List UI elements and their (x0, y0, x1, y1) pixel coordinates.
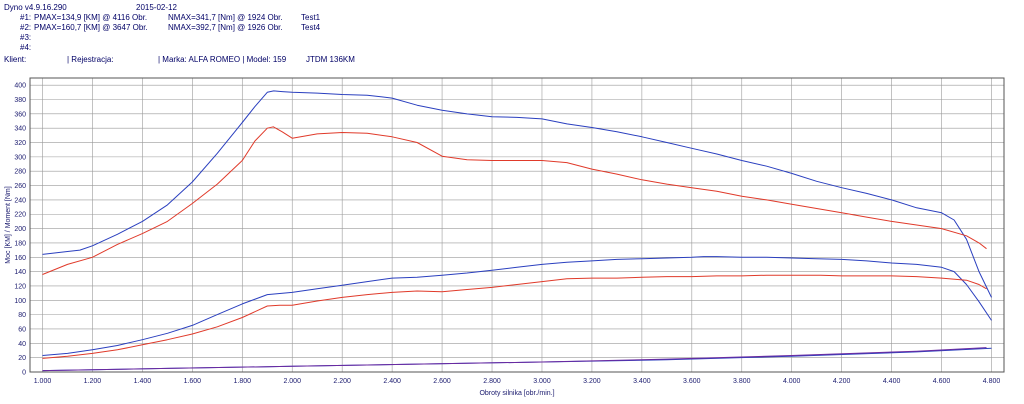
run-2-pmax: PMAX=160,7 [KM] @ 3647 Obr. (34, 23, 148, 32)
y-tick-label: 160 (14, 255, 26, 262)
series-loss-test1-line (42, 347, 987, 372)
x-tick-label: 3.800 (733, 378, 751, 385)
run-1-nmax: NMAX=341,7 [Nm] @ 1924 Obr. (168, 13, 283, 22)
x-tick-label: 2.000 (283, 378, 301, 385)
series-loss-test4-line (42, 347, 992, 372)
x-tick-label: 1.800 (234, 378, 252, 385)
x-tick-label: 2.400 (383, 378, 401, 385)
y-tick-label: 20 (18, 355, 26, 362)
y-tick-label: 200 (14, 226, 26, 233)
plot-frame (29, 77, 1005, 373)
x-tick-label: 4.600 (933, 378, 951, 385)
y-tick-label: 360 (14, 111, 26, 118)
x-tick-label: 1.000 (34, 378, 52, 385)
client-label: Klient: (4, 55, 27, 64)
run-1-pmax: PMAX=134,9 [KM] @ 4116 Obr. (34, 13, 148, 22)
y-tick-label: 40 (18, 341, 26, 348)
app-version: Dyno v4.9.16.290 (4, 3, 67, 12)
x-tick-label: 4.800 (983, 378, 1001, 385)
y-tick-label: 120 (14, 283, 26, 290)
y-tick-label: 100 (14, 298, 26, 305)
x-tick-label: 2.600 (433, 378, 451, 385)
chart-ticks: 1.000 1.200 1.400 1.600 1.800 2.000 2.200 2.400… (14, 83, 1000, 385)
series-test1-power-line (42, 274, 987, 359)
y-tick-label: 280 (14, 169, 26, 176)
y-tick-label: 80 (18, 312, 26, 319)
make-model-label: | Marka: ALFA ROMEO | Model: 159 (158, 55, 287, 64)
x-tick-label: 2.200 (333, 378, 351, 385)
x-tick-label: 1.600 (184, 378, 202, 385)
y-tick-label: 300 (14, 154, 26, 161)
x-tick-label: 3.600 (683, 378, 701, 385)
run-4-id: #4: (20, 43, 32, 52)
run-3-id: #3: (20, 33, 32, 42)
chart-grid (30, 78, 1004, 373)
y-tick-label: 320 (14, 140, 26, 147)
x-tick-label: 4.400 (883, 378, 901, 385)
run-1-name: Test1 (301, 13, 321, 22)
x-tick-label: 4.000 (783, 378, 801, 385)
x-tick-label: 3.000 (533, 378, 551, 385)
x-tick-label: 3.200 (583, 378, 601, 385)
y-tick-label: 340 (14, 126, 26, 133)
engine-label: JTDM 136KM (306, 55, 355, 64)
x-tick-label: 2.800 (483, 378, 501, 385)
y-tick-label: 180 (14, 240, 26, 247)
y-tick-label: 0 (22, 370, 26, 377)
run-2-nmax: NMAX=392,7 [Nm] @ 1926 Obr. (168, 23, 283, 32)
registration-label: | Rejestracja: (67, 55, 114, 64)
y-tick-label: 260 (14, 183, 26, 190)
x-axis-label: Obroty silnika [obr./min.] (479, 390, 554, 397)
y-tick-label: 380 (14, 97, 26, 104)
x-tick-label: 4.200 (833, 378, 851, 385)
run-1-id: #1: (20, 13, 32, 22)
y-tick-label: 240 (14, 197, 26, 204)
series-test4-torque-line (42, 90, 992, 298)
y-tick-label: 400 (14, 83, 26, 90)
series-test1-torque-line (42, 126, 987, 275)
x-tick-label: 1.400 (134, 378, 152, 385)
test-date: 2015-02-12 (136, 3, 177, 12)
series-test4-power-line (42, 256, 992, 356)
y-axis-label: Moc [KM] / Moment [Nm] (5, 186, 12, 263)
run-2-name: Test4 (301, 23, 321, 32)
x-tick-label: 1.200 (84, 378, 102, 385)
y-tick-label: 140 (14, 269, 26, 276)
y-tick-label: 220 (14, 212, 26, 219)
x-tick-label: 3.400 (633, 378, 651, 385)
run-2-id: #2: (20, 23, 32, 32)
y-tick-label: 60 (18, 326, 26, 333)
chart-series (42, 90, 992, 372)
